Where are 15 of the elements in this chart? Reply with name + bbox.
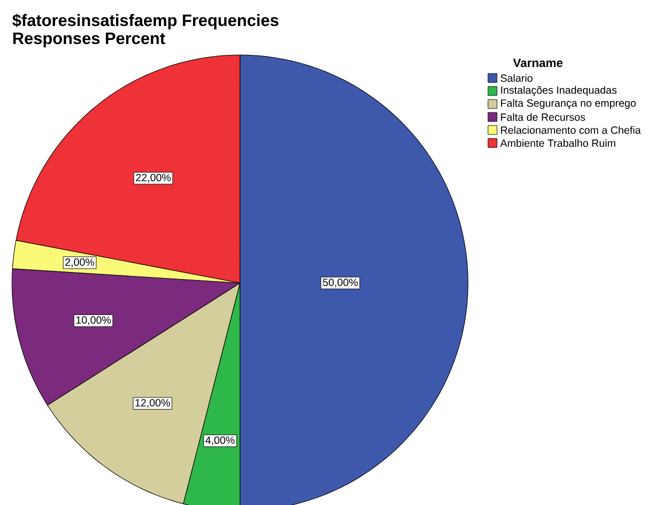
- legend-label: Ambiente Trabalho Ruim: [500, 139, 616, 147]
- data-label: 4,00%: [205, 436, 235, 446]
- legend-label: Instalações Inadequadas: [501, 86, 617, 96]
- legend-label: Relacionamento com a Chefia: [501, 126, 641, 134]
- data-label: 2,00%: [65, 258, 94, 268]
- data-label: 10,00%: [76, 316, 111, 325]
- legend-label: Falta Segurança no emprego: [501, 99, 636, 109]
- legend-title: Varname: [513, 58, 563, 68]
- data-label: 50,00%: [322, 278, 358, 288]
- data-label: 12,00%: [136, 399, 170, 408]
- data-label: 22,00%: [136, 174, 171, 183]
- legend-label: Salario: [500, 74, 532, 82]
- chart-subtitle: Responses Percent: [13, 32, 166, 48]
- chart-title: $fatoresinsatisfaemp Frequencies: [12, 14, 278, 30]
- legend-label: Falta de Recursos: [501, 113, 585, 121]
